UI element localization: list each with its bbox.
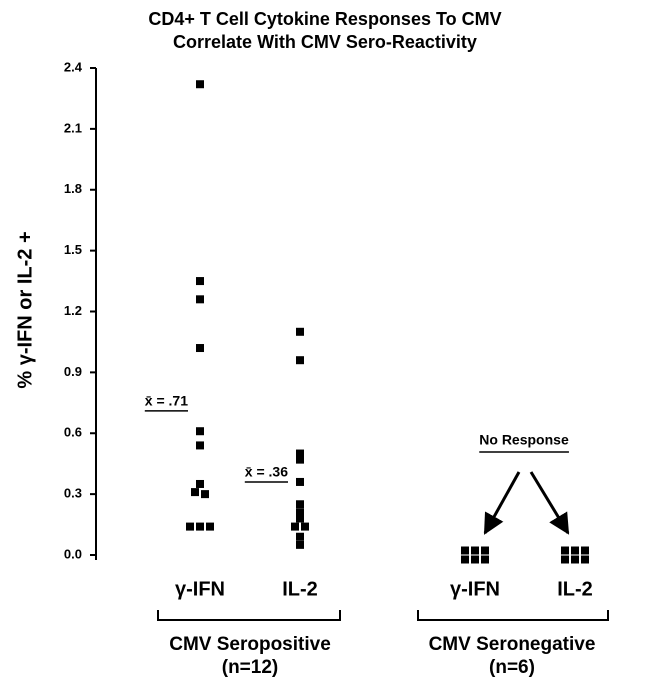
data-point xyxy=(186,522,194,531)
data-point xyxy=(201,490,209,499)
data-point xyxy=(301,522,309,531)
x-tick-label: IL-2 xyxy=(282,578,318,600)
y-tick-label: 1.5 xyxy=(64,242,82,257)
data-point xyxy=(196,344,204,353)
data-point xyxy=(196,277,204,286)
group-n: (n=6) xyxy=(489,657,535,678)
data-point xyxy=(296,356,304,365)
chart-title: Correlate With CMV Sero-Reactivity xyxy=(173,32,477,52)
data-point xyxy=(196,441,204,450)
y-tick-label: 0.0 xyxy=(64,546,82,561)
y-tick-label: 2.1 xyxy=(64,120,82,135)
data-point xyxy=(561,555,569,564)
data-point xyxy=(196,80,204,89)
data-point xyxy=(471,555,479,564)
data-point xyxy=(196,522,204,531)
group-n: (n=12) xyxy=(222,657,279,678)
data-point xyxy=(196,295,204,304)
data-point xyxy=(296,327,304,336)
data-point xyxy=(296,500,304,509)
x-tick-label: IL-2 xyxy=(557,578,593,600)
data-point xyxy=(296,514,304,523)
data-point xyxy=(206,522,214,531)
data-point xyxy=(571,546,579,555)
y-tick-label: 1.8 xyxy=(64,181,82,196)
chart-title: CD4+ T Cell Cytokine Responses To CMV xyxy=(148,9,501,29)
arrow xyxy=(483,471,521,535)
mean-label: x̄ = .36 xyxy=(245,464,288,480)
group-label: CMV Seropositive xyxy=(169,634,331,655)
data-point xyxy=(461,546,469,555)
data-point xyxy=(481,555,489,564)
data-point xyxy=(471,546,479,555)
data-point xyxy=(296,449,304,458)
y-tick-label: 0.9 xyxy=(64,364,82,379)
data-point xyxy=(571,555,579,564)
arrow xyxy=(529,471,570,535)
y-tick-label: 1.2 xyxy=(64,303,82,318)
x-tick-label: γ-IFN xyxy=(450,578,500,600)
data-point xyxy=(191,488,199,497)
group-bracket xyxy=(157,610,341,621)
annotation: No Response xyxy=(479,432,569,448)
data-point xyxy=(581,546,589,555)
data-point xyxy=(461,555,469,564)
data-point xyxy=(296,477,304,486)
data-point xyxy=(581,555,589,564)
y-axis-label: % γ-IFN or IL-2 + xyxy=(14,231,36,388)
group-bracket xyxy=(417,610,609,621)
data-point xyxy=(296,532,304,541)
group-label: CMV Seronegative xyxy=(429,634,596,655)
data-point xyxy=(291,522,299,531)
y-tick-label: 2.4 xyxy=(64,59,83,74)
data-point xyxy=(481,546,489,555)
y-tick-label: 0.6 xyxy=(64,425,82,440)
data-point xyxy=(196,427,204,436)
mean-label: x̄ = .71 xyxy=(145,393,188,409)
y-tick-label: 0.3 xyxy=(64,486,82,501)
data-point xyxy=(196,479,204,488)
data-point xyxy=(561,546,569,555)
data-point xyxy=(296,540,304,549)
data-point xyxy=(296,508,304,517)
x-tick-label: γ-IFN xyxy=(175,578,225,600)
data-point xyxy=(296,455,304,464)
